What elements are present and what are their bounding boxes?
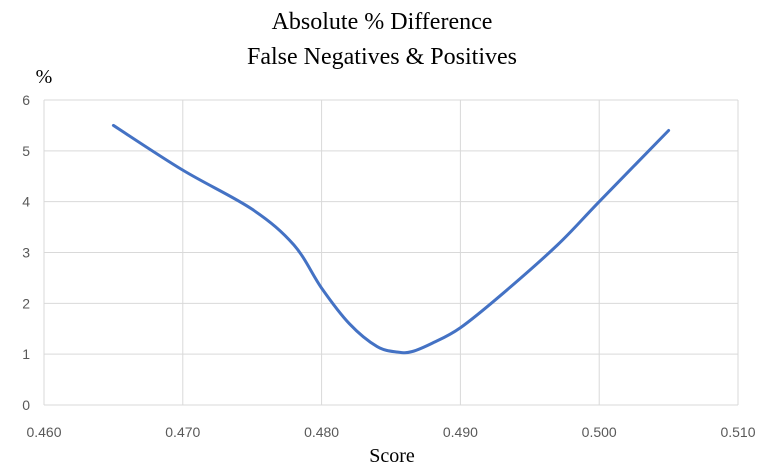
y-tick-label-0: 0 <box>22 397 30 413</box>
y-tick-label-6: 6 <box>22 92 30 108</box>
x-tick-label-0.480: 0.480 <box>304 424 339 440</box>
y-tick-labels: 0 1 2 3 4 5 6 <box>22 92 30 413</box>
x-tick-labels: 0.460 0.470 0.480 0.490 0.500 0.510 <box>26 424 755 440</box>
y-tick-label-3: 3 <box>22 245 30 261</box>
x-tick-label-0.490: 0.490 <box>443 424 478 440</box>
chart-title-line-2: False Negatives & Positives <box>247 44 517 70</box>
y-tick-label-2: 2 <box>22 295 30 311</box>
x-tick-label-0.460: 0.460 <box>26 424 61 440</box>
y-tick-label-1: 1 <box>22 346 30 362</box>
x-axis-title: Score <box>369 445 415 466</box>
y-tick-label-4: 4 <box>22 194 30 210</box>
grid-group <box>43 99 739 406</box>
series-group <box>111 123 671 355</box>
x-tick-label-0.470: 0.470 <box>165 424 200 440</box>
series-line-0 <box>111 123 671 355</box>
chart-title-line-1: Absolute % Difference <box>272 9 493 35</box>
x-tick-label-0.500: 0.500 <box>582 424 617 440</box>
y-tick-label-5: 5 <box>22 143 30 159</box>
x-tick-label-0.510: 0.510 <box>720 424 755 440</box>
y-axis-title: % <box>36 66 53 88</box>
